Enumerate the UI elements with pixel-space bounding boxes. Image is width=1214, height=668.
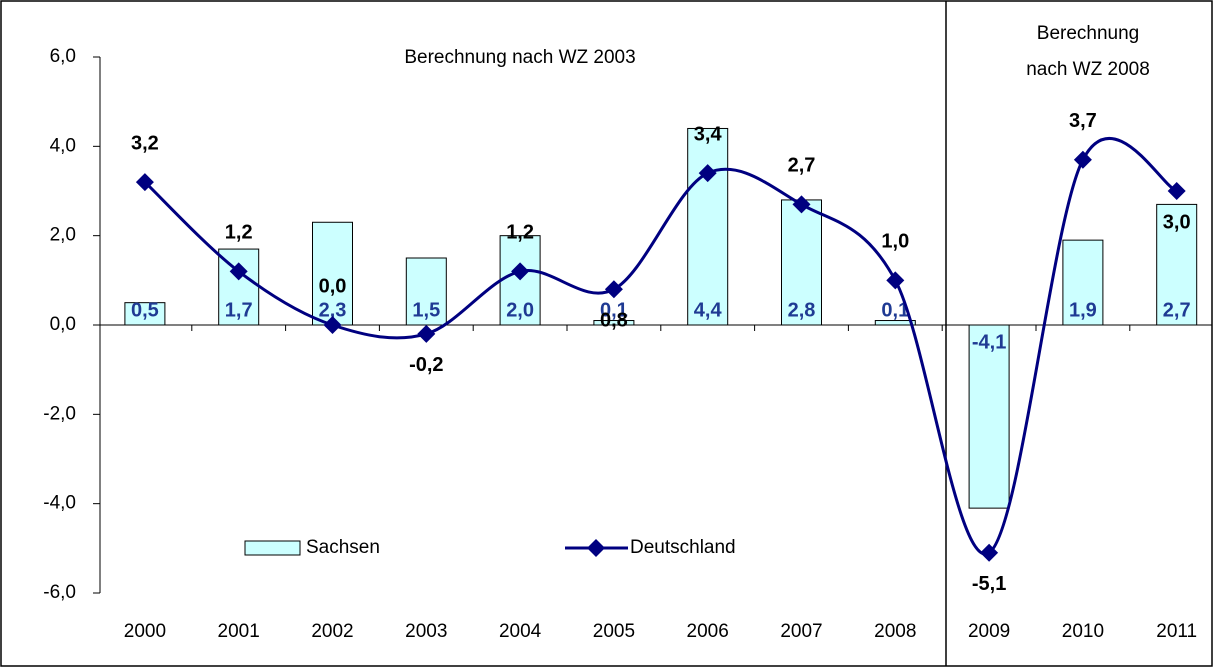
line-label: 0,8 [600,310,628,332]
x-tick-label: 2005 [593,621,635,642]
marker [792,195,811,214]
bar-label: 2,0 [506,299,534,321]
bar [312,221,353,326]
line-label: 0,0 [319,275,347,297]
bar-label: 2,3 [319,299,347,321]
x-tick-label: 2009 [968,621,1010,642]
y-tick-label: 0,0 [50,314,76,335]
annotation: Berechnung nach WZ 2003 [404,47,635,68]
bar [593,320,635,326]
x-tick-label: 2001 [218,621,260,642]
line-label: 1,0 [881,231,909,253]
bar-label: 2,8 [788,299,816,321]
line-label: 3,7 [1069,110,1097,132]
marker [511,262,530,281]
legend-swatch [244,540,301,556]
bar [405,257,447,326]
line-label: 2,7 [788,155,816,177]
bar [781,199,822,326]
x-tick-label: 2011 [1156,621,1197,642]
y-tick-label: -6,0 [43,582,76,603]
bar-label: 0,5 [131,299,159,321]
x-tick-label: 2010 [1062,621,1104,642]
y-tick-label: -2,0 [43,403,76,424]
marker [980,543,999,562]
legend-label: Deutschland [630,537,736,558]
marker [1073,150,1092,169]
x-tick-label: 2002 [311,621,353,642]
bar [968,324,1010,509]
marker [229,262,248,281]
x-tick-label: 2004 [499,621,542,642]
line-label: 1,2 [506,222,534,244]
marker [604,280,623,299]
marker [698,164,717,183]
y-tick-label: -4,0 [43,493,76,514]
x-tick-label: 2006 [687,621,729,642]
x-tick-label: 2007 [780,621,822,642]
marker [886,271,905,290]
bar-label: 0,1 [600,299,628,321]
bar [1156,203,1198,326]
bar [1062,239,1104,326]
annotation: nach WZ 2008 [1026,59,1150,80]
y-tick-label: 6,0 [50,46,76,67]
bar-label: -4,1 [972,331,1006,353]
bar-label: 1,9 [1069,299,1097,321]
line-label: 3,2 [131,132,159,154]
line-label: 1,2 [225,222,253,244]
legend-swatch [587,539,605,557]
bar [874,320,916,326]
bar-label: 2,7 [1163,299,1191,321]
line-label: -5,1 [972,573,1006,595]
x-tick-label: 2000 [124,621,166,642]
y-tick-label: 2,0 [50,225,76,246]
y-tick-label: 4,0 [50,135,76,156]
bar-label: 0,1 [881,299,909,321]
marker [1167,182,1186,200]
line-label: -0,2 [409,354,443,376]
x-tick-label: 2003 [405,621,447,642]
line-label: 3,0 [1163,211,1191,233]
marker [323,316,342,334]
annotation: Berechnung [1037,23,1139,44]
marker [417,324,436,343]
marker [135,173,154,192]
legend-label: Sachsen [306,537,380,558]
x-tick-label: 2008 [874,621,916,642]
bar-label: 1,5 [412,299,440,321]
bar [124,302,166,326]
line-label: 3,4 [694,123,723,145]
bar-label: 1,7 [225,299,253,321]
bar [687,127,729,326]
bar-label: 4,4 [694,299,723,321]
